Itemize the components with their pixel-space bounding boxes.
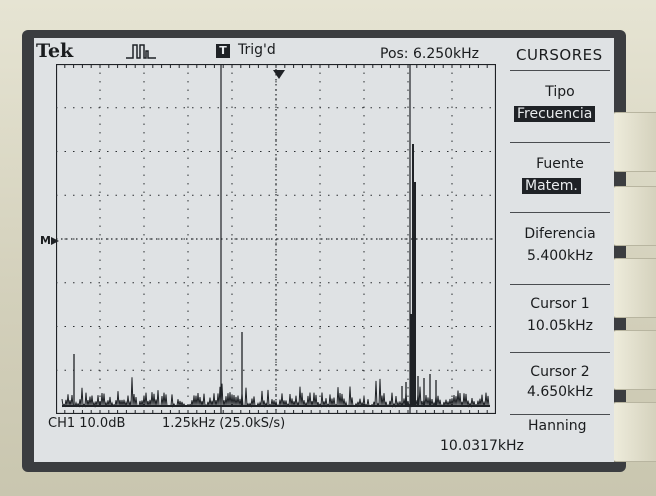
menu-divider <box>510 352 610 353</box>
side-button-2[interactable] <box>612 186 656 246</box>
fuente-label: Fuente <box>536 156 584 172</box>
trigger-status: Trig'd <box>238 42 276 58</box>
tipo-label: Tipo <box>545 84 575 100</box>
frequency-readout: 10.0317kHz <box>440 438 524 454</box>
diferencia-value: 5.400kHz <box>526 248 594 264</box>
menu-divider <box>510 142 610 143</box>
pulse-icon <box>126 44 156 59</box>
position-readout: Pos: 6.250kHz <box>380 46 480 62</box>
spectrum-graticule <box>56 64 496 414</box>
side-button-3[interactable] <box>612 258 656 318</box>
side-button-1[interactable] <box>612 112 656 172</box>
cursor2-value: 4.650kHz <box>526 384 594 400</box>
side-menu-buttons <box>612 112 656 496</box>
brand-logo: Tek <box>36 40 74 62</box>
channel-scale: CH1 10.0dB <box>48 416 126 431</box>
diferencia-label: Diferencia <box>524 226 596 242</box>
menu-divider <box>510 70 610 71</box>
trigger-badge: T <box>216 44 230 58</box>
side-button-5[interactable] <box>612 402 656 462</box>
triangle-down-icon <box>273 70 285 79</box>
display-screen: Tek T Trig'd Pos: 6.250kHz M CURSORES Ti… <box>34 38 614 462</box>
menu-divider <box>510 212 610 213</box>
noise-floor-trace <box>61 377 490 408</box>
cursor2-label: Cursor 2 <box>530 364 590 380</box>
math-marker: M <box>40 234 51 247</box>
tipo-value[interactable]: Frecuencia <box>514 106 596 122</box>
side-button-4[interactable] <box>612 330 656 390</box>
timebase-readout: 1.25kHz (25.0kS/s) <box>162 416 286 431</box>
menu-divider <box>510 284 610 285</box>
fuente-value[interactable]: Matem. <box>522 178 581 194</box>
menu-title: CURSORES <box>516 46 603 64</box>
window-type: Hanning <box>528 418 587 434</box>
menu-divider <box>510 414 610 415</box>
arrow-right-icon <box>51 237 59 245</box>
cursor1-value: 10.05kHz <box>526 318 594 334</box>
cursor1-label: Cursor 1 <box>530 296 590 312</box>
